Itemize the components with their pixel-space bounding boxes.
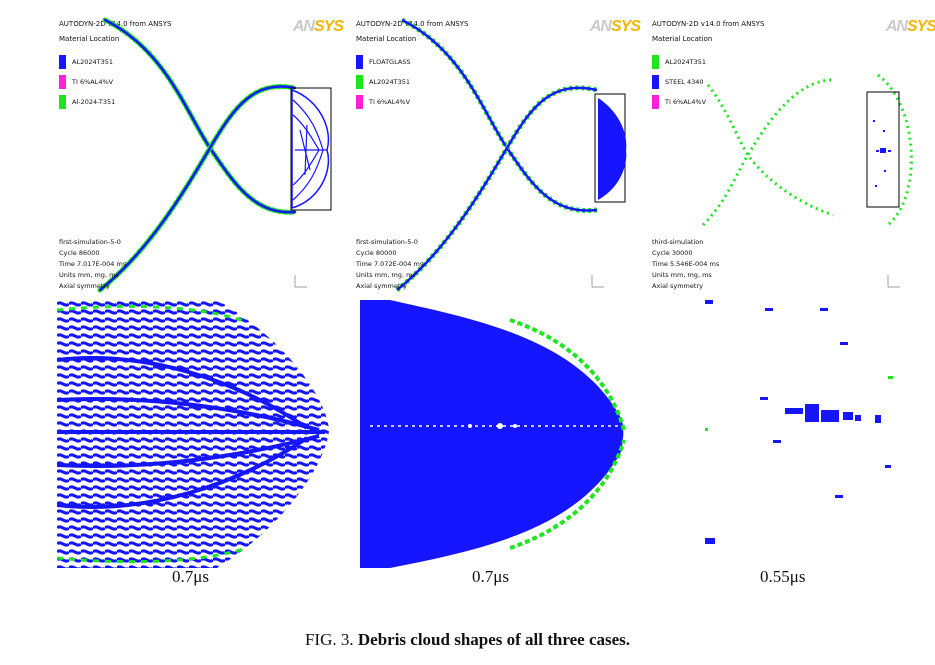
debris-cloud-zoom-3 — [705, 300, 893, 544]
info-line: Time 7.017E-004 ms — [59, 260, 127, 268]
info-line: first-simulation-5-0 — [356, 238, 418, 246]
simulation-panel-1: AUTODYN-2D v14.0 from ANSYS Material Loc… — [55, 0, 355, 300]
simulation-panel-3: AUTODYN-2D v14.0 from ANSYS Material Loc… — [648, 0, 935, 300]
legend-entry: TI 6%AL4%V — [652, 92, 706, 112]
ansys-logo: ANSYS — [885, 18, 935, 35]
info-line: Axial symmetry — [356, 282, 407, 290]
legend-label: FLOATGLASS — [369, 58, 411, 66]
legend-entry: STEEL 4340 — [652, 72, 706, 92]
info-line: Time 7.072E-004 ms — [356, 260, 424, 268]
ansys-logo: ANSYS — [589, 18, 641, 35]
legend-swatch — [59, 95, 66, 109]
time-label: 0.7μs — [472, 567, 509, 586]
info-line: Axial symmetry — [652, 282, 703, 290]
panel-header: AUTODYN-2D v14.0 from ANSYS — [356, 20, 469, 28]
info-line: Cycle 80000 — [356, 249, 397, 257]
debris-cloud-zoom-2 — [360, 300, 626, 568]
legend-swatch — [652, 75, 659, 89]
legend-label: STEEL 4340 — [665, 78, 704, 86]
debris-cloud-overview-1 — [97, 17, 332, 293]
legend-label: TI 6%AL4%V — [72, 78, 114, 86]
simulation-info: first-simulation-5-0 Cycle 86000 Time 7.… — [59, 237, 126, 292]
debris-cloud-zoom-1 — [57, 300, 329, 568]
legend-label: AL2024T351 — [665, 58, 706, 66]
legend-swatch — [356, 95, 363, 109]
info-line: Units mm, mg, ms — [356, 271, 416, 279]
info-line: Axial symmetry — [59, 282, 110, 290]
figure-caption: FIG. 3. Debris cloud shapes of all three… — [0, 630, 935, 650]
legend-swatch — [356, 55, 363, 69]
legend-swatch — [652, 95, 659, 109]
debris-cloud-overview-2 — [395, 17, 627, 292]
debris-cloud-overview-3 — [701, 73, 913, 288]
legend-label: TI 6%AL4%V — [369, 98, 411, 106]
legend-entry: TI 6%AL4%V — [356, 92, 411, 112]
zoom-box — [866, 91, 900, 208]
legend-swatch — [356, 75, 363, 89]
info-line: first-simulation-5-0 — [59, 238, 121, 246]
material-legend: FLOATGLASS AL2024T351 TI 6%AL4%V — [356, 52, 411, 112]
time-label: 0.55μs — [760, 567, 806, 586]
panel-subheader: Material Location — [59, 35, 120, 43]
time-label: 0.7μs — [172, 567, 209, 586]
legend-entry: AL2024T351 — [652, 52, 706, 72]
legend-swatch — [59, 75, 66, 89]
panel-subheader: Material Location — [652, 35, 713, 43]
legend-label: AL2024T351 — [369, 78, 410, 86]
info-line: Units mm, mg, ms — [652, 271, 712, 279]
info-line: Cycle 30000 — [652, 249, 693, 257]
zoom-box — [290, 87, 332, 211]
info-line: Cycle 86000 — [59, 249, 100, 257]
panel-header: AUTODYN-2D v14.0 from ANSYS — [652, 20, 765, 28]
caption-title: Debris cloud shapes of all three cases. — [357, 630, 631, 649]
info-line: Units mm, mg, ms — [59, 271, 119, 279]
info-line: Time 5.546E-004 ms — [652, 260, 720, 268]
legend-label: AL2024T351 — [72, 58, 113, 66]
legend-swatch — [652, 55, 659, 69]
simulation-info: first-simulation-5-0 Cycle 80000 Time 7.… — [356, 237, 423, 292]
legend-entry: AL2024T351 — [59, 52, 115, 72]
simulation-panel-2: AUTODYN-2D v14.0 from ANSYS Material Loc… — [352, 0, 652, 300]
legend-swatch — [59, 55, 66, 69]
legend-label: Al-2024-T351 — [72, 98, 116, 106]
simulation-info: third-simulation Cycle 30000 Time 5.546E… — [652, 237, 719, 292]
legend-entry: Al-2024-T351 — [59, 92, 115, 112]
legend-entry: FLOATGLASS — [356, 52, 411, 72]
ansys-logo: ANSYS — [292, 18, 344, 35]
material-legend: AL2024T351 TI 6%AL4%V Al-2024-T351 — [59, 52, 115, 112]
caption-prefix: FIG. 3. — [304, 630, 358, 649]
info-line: third-simulation — [652, 238, 704, 246]
legend-label: TI 6%AL4%V — [665, 98, 707, 106]
legend-entry: TI 6%AL4%V — [59, 72, 115, 92]
panel-subheader: Material Location — [356, 35, 417, 43]
material-legend: AL2024T351 STEEL 4340 TI 6%AL4%V — [652, 52, 706, 112]
legend-entry: AL2024T351 — [356, 72, 411, 92]
